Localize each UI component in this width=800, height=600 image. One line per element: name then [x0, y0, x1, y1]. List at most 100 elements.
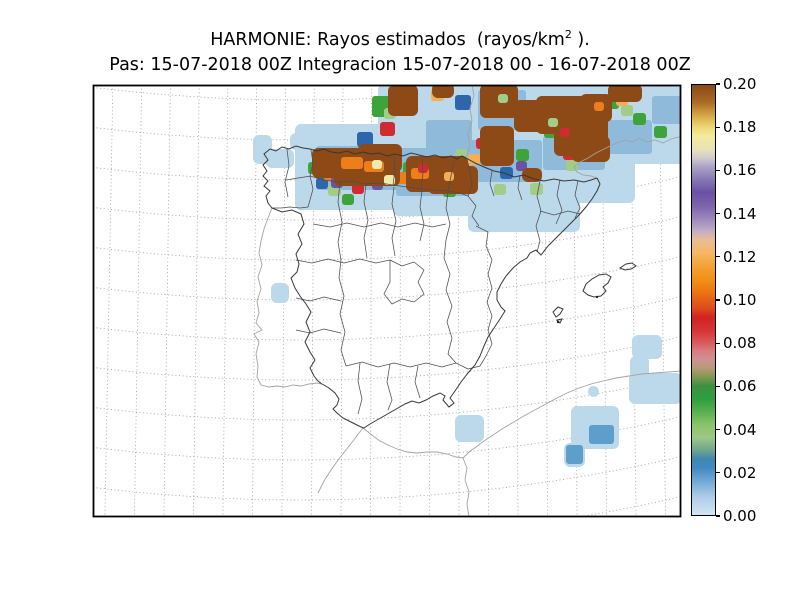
graticule-parallel	[94, 336, 680, 381]
province-border-path	[338, 259, 347, 367]
province-border-path	[312, 222, 447, 228]
colorbar-tick	[716, 428, 720, 431]
province-border-path	[443, 239, 457, 364]
colorbar-tick	[716, 126, 720, 128]
province-border-path	[295, 328, 342, 334]
province-border-path	[467, 162, 473, 197]
graticule-meridian	[134, 86, 143, 516]
province-border-path	[383, 259, 425, 305]
graticule-parallel	[94, 456, 680, 501]
province-border-path	[467, 195, 480, 227]
grid-cell-db	[316, 178, 328, 189]
province-border-path	[489, 170, 495, 197]
colorbar-tick	[716, 299, 720, 301]
grid-cell-g	[633, 113, 646, 125]
spain-coast-path	[262, 145, 467, 209]
colorbar-tick-label: 0.00	[723, 507, 757, 525]
province-border-path	[445, 191, 451, 241]
grid-cell-p	[516, 161, 527, 171]
province-border-path	[420, 157, 424, 190]
colorbar-tick	[716, 515, 720, 517]
grid-cell-wash	[271, 283, 289, 303]
colorbar-tick-label: 0.12	[723, 247, 757, 266]
spain-coast-path	[465, 157, 598, 183]
grid-cell-wash	[588, 386, 599, 397]
city-dot	[556, 320, 560, 324]
province-border-path	[517, 174, 523, 201]
colorbar-tick	[716, 169, 720, 172]
lightning-cells	[253, 86, 680, 467]
grid-cell-g	[342, 194, 354, 205]
grid-cell-lg	[530, 183, 543, 195]
grid-cell-rd	[560, 128, 570, 137]
grid-cell-lo	[468, 154, 480, 165]
colorbar-tick-label: 0.02	[723, 463, 757, 482]
grid-cell-wash	[632, 335, 662, 359]
grid-cell-lg	[548, 118, 558, 127]
grid-cell-wash	[266, 149, 294, 168]
grid-cell-mb	[604, 120, 652, 154]
grid-cell-mb	[652, 96, 680, 124]
province-border-path	[539, 210, 581, 216]
province-border-path	[272, 149, 314, 209]
colorbar-tick	[716, 472, 720, 474]
colorbar-tick-label: 0.20	[723, 75, 757, 93]
colorbar-tick-label: 0.06	[723, 377, 757, 396]
grid-cell-o	[352, 157, 362, 166]
graticule-meridian	[222, 86, 229, 516]
colorbar-tick-label: 0.04	[723, 420, 757, 439]
province-border-path	[285, 175, 312, 181]
grid-cell-mb2	[589, 425, 614, 444]
province-border-path	[391, 186, 397, 257]
province-borders	[272, 148, 581, 415]
grid-cell-wash	[629, 373, 680, 404]
grid-cell-br	[522, 168, 542, 182]
colorbar-tick-label: 0.10	[723, 291, 757, 309]
spain-coast-path	[618, 262, 637, 271]
province-border-path	[345, 361, 469, 370]
graticule-parallel	[94, 296, 680, 341]
province-border-path	[419, 189, 425, 242]
map-frame	[92, 84, 682, 518]
province-border-path	[363, 183, 369, 259]
graticule-meridian	[193, 86, 200, 516]
grid-cell-rd	[380, 122, 395, 136]
grid-cell-g	[516, 149, 529, 161]
grid-cell-o	[594, 102, 604, 111]
graticule-parallel	[94, 216, 680, 261]
grid-cell-br	[480, 126, 514, 166]
province-border-path	[535, 180, 542, 253]
province-border-path	[386, 363, 393, 411]
graticule-parallel	[581, 496, 680, 516]
colorbar-tick	[716, 256, 720, 258]
chart-subtitle: Pas: 15-07-2018 00Z Integracion 15-07-20…	[109, 55, 691, 75]
province-border-path	[357, 362, 363, 415]
colorbar-tick-label: 0.14	[723, 204, 757, 223]
spain-coast-path	[552, 306, 564, 318]
grid-cell-mb2	[566, 445, 583, 464]
neighbor-coastlines	[253, 86, 680, 516]
province-border-path	[392, 155, 396, 186]
graticule-meridian	[163, 86, 171, 516]
colorbar-tick-label: 0.16	[723, 161, 757, 180]
colorbar	[691, 84, 716, 516]
province-border-path	[295, 258, 391, 264]
province-border-path	[337, 181, 343, 261]
grid-cell-lg	[621, 105, 633, 116]
coastline-path	[317, 370, 680, 494]
colorbar-tick-label: 0.18	[723, 118, 757, 137]
province-border-path	[467, 225, 493, 370]
spain-coast-path	[321, 177, 601, 429]
coastline-path	[573, 136, 680, 179]
chart-title-superscript: 2	[564, 28, 572, 41]
coastline-path	[465, 86, 475, 158]
grid-cell-br	[432, 86, 454, 98]
grid-cell-db	[500, 167, 513, 179]
province-border-path	[284, 148, 290, 198]
map-layers	[94, 86, 680, 516]
coastline-path	[462, 457, 470, 516]
city-dot	[595, 295, 599, 299]
graticule-meridian	[104, 86, 114, 516]
